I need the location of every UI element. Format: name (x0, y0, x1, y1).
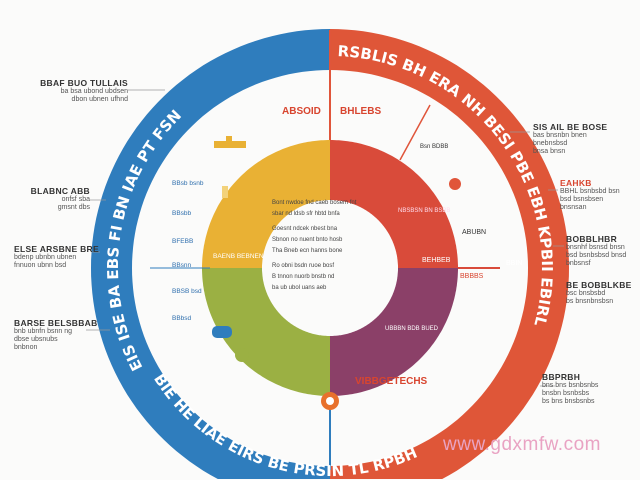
right-label-5-line: bns bns bsnbsnbs (542, 382, 599, 389)
right-label-2-line: BBHL bsnbsbd bsn (560, 188, 620, 195)
outer-ring-left (91, 29, 330, 479)
center-text-line: Bont nwdoe fnd caeb bosem fnt (272, 200, 357, 206)
right-label-3: BOBBLHBR bnsnhf bsnsd bnsn bsd bsnbsbsd bn… (566, 234, 626, 268)
center-text-line: ba ub ubol uans aeb (272, 285, 327, 291)
left-label-4-line: dbse ubsnubs (14, 336, 58, 343)
segment-header-left: ABSOID (282, 106, 321, 117)
left-label-1-line: ba bsa ubond ubdsen (60, 88, 128, 95)
right-label-1: SIS AIL BE BOSE bas bnsnbn bnen bnebnsbsd b… (533, 122, 607, 156)
right-label-2-title: EAHKB (560, 178, 592, 188)
right-label-4-line: bsc bnsbsbd (566, 290, 606, 297)
right-top-label: Bsn BDBB (420, 144, 448, 150)
outer-ring-right (330, 29, 569, 479)
right-label-3-line: bsd bsnbsbsd bnsd (566, 252, 627, 259)
orange-ring-label: BBIN (506, 260, 522, 267)
right-label-3-line: bnbsnsf (566, 260, 591, 267)
center-text-line: B tnnon nuorb bnstb nd (272, 274, 334, 280)
right-label-5-line: bs bns bnsbsnbs (542, 398, 595, 405)
right-label-1-title: SIS AIL BE BOSE (533, 122, 608, 132)
right-mid2-label: BBBBS (460, 273, 484, 280)
inner-label-yellow: BAENB BEBNEN (213, 253, 264, 260)
inner-ring-top-left (202, 140, 330, 268)
bottom-banner: VIBBGETECHS (355, 376, 428, 387)
inner-label-purple-top: BEHBEB (422, 257, 451, 264)
divider-diagonal (399, 104, 431, 161)
left-label-2-title: BLABNC ABB (30, 186, 90, 196)
left-label-3: ELSE ARSBNE BRE bdenp ubnbn ubnen fnnuon u… (14, 244, 99, 270)
right-label-1-line: bnebnsbsd (533, 140, 568, 147)
hexagon-icon (235, 348, 249, 362)
left-label-3-title: ELSE ARSBNE BRE (14, 244, 99, 254)
right-label-2: EAHKB BBHL bsnbsbd bsn bsd bsnsbsen bnsnsan (560, 178, 620, 212)
inner-ring-bottom-right (330, 268, 458, 396)
right-label-5: BBPRBH bns bns bsnbsnbs bnsbn bsnbsbs bs bn… (542, 372, 598, 406)
left-label-1-line: dbon ubnen ufhnd (71, 96, 128, 103)
left-label-2: BLABNC ABB onfsf sba gmsnt dbs (31, 186, 90, 212)
watermark: www.gdxmfw.com (443, 434, 601, 455)
left-label-2-line: onfsf sba (61, 196, 90, 203)
right-label-4: BE BOBBLKBE bsc bnsbsbd bs bnsnbnsbsn (566, 280, 632, 306)
inner-ring-bottom-left (202, 268, 330, 396)
segment-header-right: BHLEBS (340, 106, 381, 117)
right-label-3-line: bnsnhf bsnsd bnsn (566, 244, 625, 251)
left-label-4: BARSE BELSBBAB bnb ubnfn bsnn ng dbse ubsn… (14, 318, 98, 352)
right-label-4-line: bs bnsnbnsbsn (566, 298, 614, 305)
left-label-4-line: bnbnon (14, 344, 38, 351)
globe-icon (449, 178, 461, 190)
target-icon-center (326, 397, 334, 405)
center-text-line: Ro obni bsdn ruoe bosf (272, 263, 334, 269)
right-label-4-title: BE BOBBLKBE (566, 280, 632, 290)
left-label-1-title: BBAF BUO TULLAIS (40, 78, 128, 88)
right-mid-label: ABUBN (462, 229, 486, 236)
center-text-line: sbar nd ldsb sfr hbtd bnfa (272, 211, 340, 217)
bar-icon-top (226, 136, 232, 142)
right-label-2-line: bsd bsnsbsen (560, 196, 604, 203)
left-inner-label: BBsbb (172, 210, 192, 217)
left-inner-label: BBSB bsd (172, 288, 202, 295)
left-label-1: BBAF BUO TULLAIS ba bsa ubond ubdsen dbon … (40, 78, 128, 104)
left-label-4-title: BARSE BELSBBAB (14, 318, 98, 328)
inner-ring-top-right (330, 140, 458, 268)
left-inner-label: BFEBB (172, 238, 193, 245)
left-label-3-line: fnnuon ubnn bsd (14, 262, 67, 269)
left-inner-label: BBsb bsnb (172, 180, 204, 187)
left-label-3-line: bdenp ubnbn ubnen (14, 254, 77, 261)
bar-icon (214, 141, 246, 148)
badge-icon (212, 326, 232, 338)
inner-label-purple-bottom: UBBBN BDB BUED (385, 326, 439, 332)
right-label-1-line: bnsa bnsn (533, 148, 566, 155)
right-label-2-line: bnsnsan (560, 204, 587, 211)
inner-label-red: NBSBSN BN BSBB (398, 208, 450, 214)
left-inner-label: BBbsd (172, 315, 192, 322)
right-label-1-line: bas bnsnbn bnen (533, 132, 587, 139)
right-label-5-title: BBPRBH (542, 372, 581, 382)
tower-icon (222, 186, 228, 198)
center-text-line: Tha Bneb ecn hanns bone (272, 248, 343, 254)
right-label-5-line: bnsbn bsnbsbs (542, 390, 590, 397)
center-text-line: Sbnon no nuent bnto hosb (272, 237, 343, 243)
left-label-4-line: bnb ubnfn bsnn ng (14, 328, 72, 335)
center-text-line: Goesnt ndcek nbest bna (272, 226, 338, 232)
left-inner-label: BBsnn (172, 262, 192, 269)
right-label-3-title: BOBBLHBR (566, 234, 618, 244)
left-label-2-line: gmsnt dbs (57, 204, 90, 211)
